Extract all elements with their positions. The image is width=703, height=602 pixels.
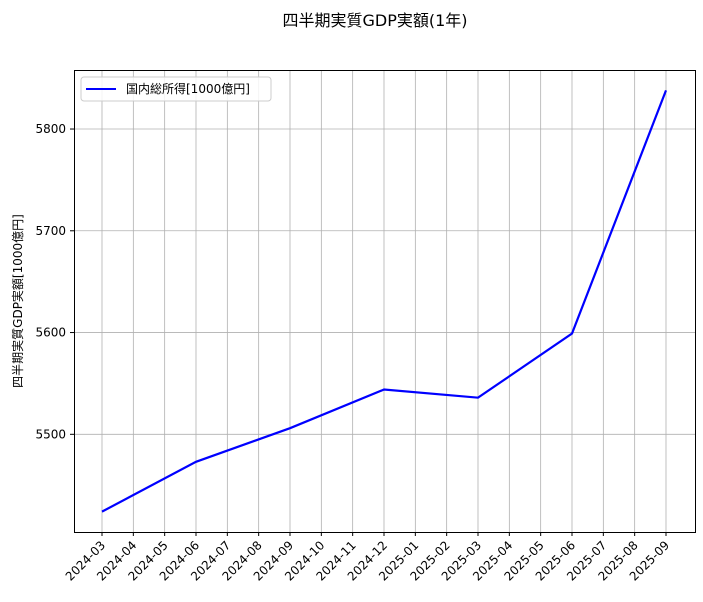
y-tick-label: 5700 — [35, 224, 66, 238]
y-tick-label: 5500 — [35, 427, 66, 441]
chart-title: 四半期実質GDP実額(1年) — [282, 11, 467, 30]
legend-box — [80, 76, 272, 102]
y-axis-label: 四半期実質GDP実額[1000億円] — [10, 214, 25, 388]
plot-frame — [74, 70, 696, 533]
legend-label: 国内総所得[1000億円] — [126, 81, 250, 96]
legend: 国内総所得[1000億円] — [80, 76, 272, 102]
y-tick-label: 5600 — [35, 326, 66, 340]
y-tick-label: 5800 — [35, 122, 66, 136]
